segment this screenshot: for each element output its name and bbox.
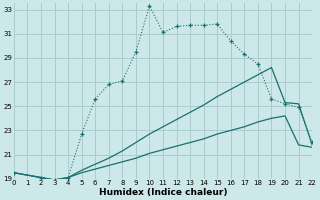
X-axis label: Humidex (Indice chaleur): Humidex (Indice chaleur): [99, 188, 227, 197]
